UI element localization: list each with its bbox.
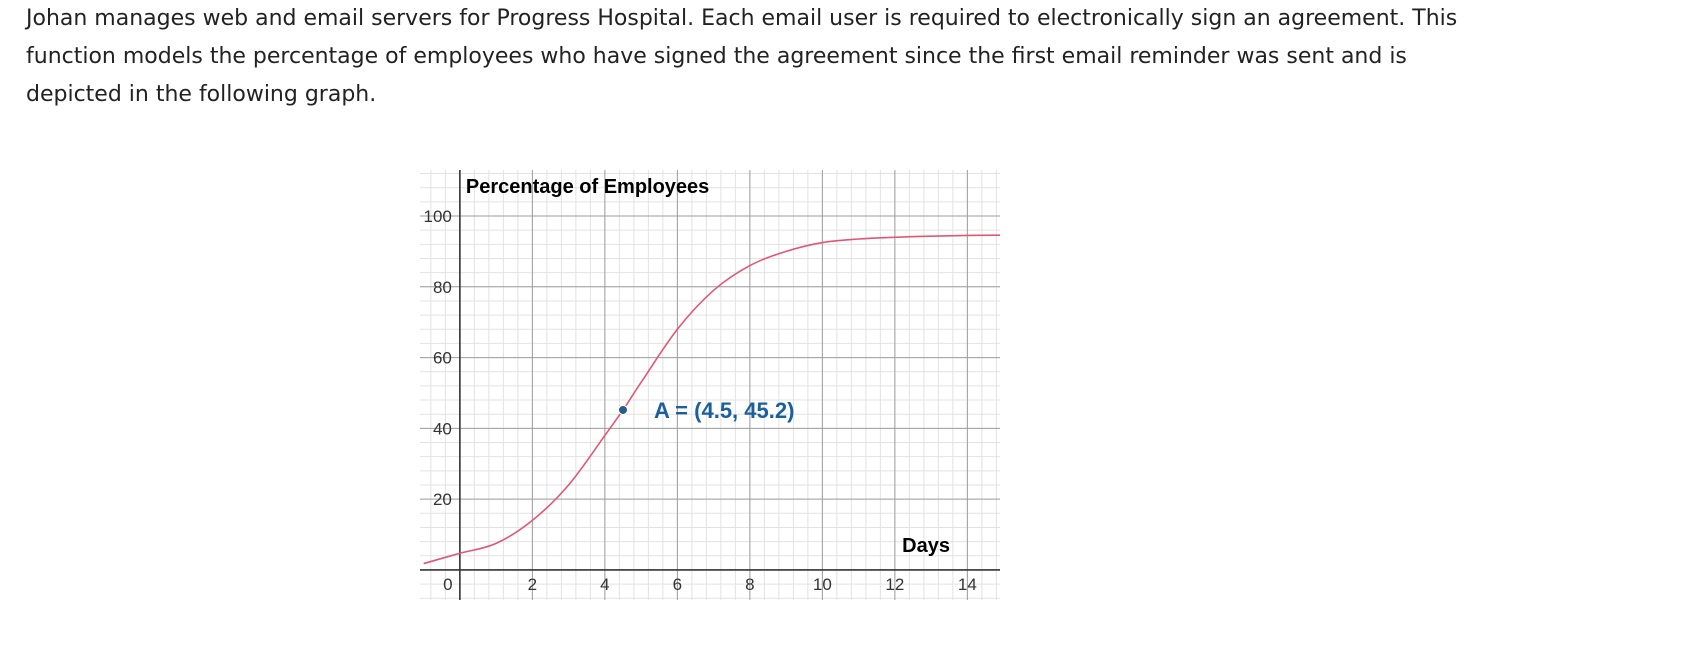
axes [420, 170, 1000, 600]
x-tick-label: 8 [745, 575, 754, 594]
x-tick-label: 2 [528, 575, 537, 594]
y-axis-label: Percentage of Employees [466, 176, 709, 198]
x-tick-label: 12 [885, 575, 904, 594]
major-grid [420, 170, 1000, 600]
y-tick-label: 20 [433, 490, 452, 509]
y-tick-label: 60 [433, 349, 452, 368]
percentage-graph: 0 2 4 6 8 10 12 14 20 40 60 80 100 A = (4.5, 45.2) P… [420, 170, 1000, 600]
y-tick-label: 80 [433, 278, 452, 297]
x-axis-label: Days [902, 535, 950, 557]
x-tick-label: 6 [673, 575, 682, 594]
tick-labels: 0 2 4 6 8 10 12 14 20 40 60 80 100 [424, 207, 977, 594]
problem-statement: Johan manages web and email servers for … [26, 6, 1458, 107]
point-a-marker [618, 404, 628, 415]
y-tick-label: 100 [424, 207, 452, 226]
point-a-label: A = (4.5, 45.2) [654, 398, 794, 423]
y-tick-label: 40 [433, 419, 452, 438]
x-tick-label: 4 [600, 575, 609, 594]
x-tick-label: 10 [813, 575, 832, 594]
x-tick-label: 14 [958, 575, 977, 594]
curve-line [423, 234, 1000, 565]
points: A = (4.5, 45.2) [618, 398, 794, 423]
x-tick-label: 0 [443, 575, 452, 594]
